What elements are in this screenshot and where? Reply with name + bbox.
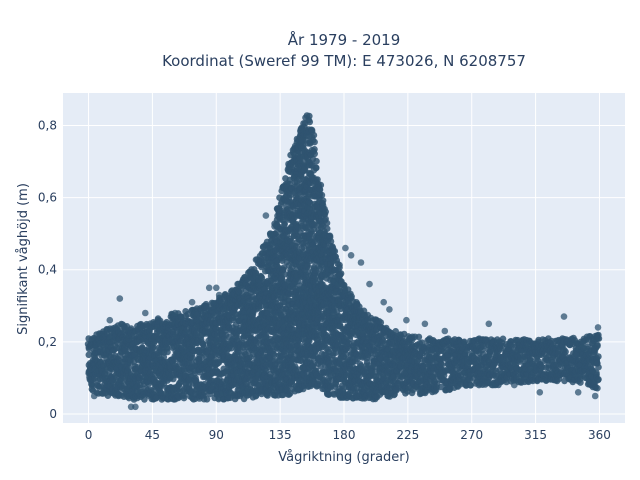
data-point [180,394,188,402]
data-point [150,344,157,351]
data-point [311,138,318,146]
data-point [281,220,288,227]
chart-title-line-2: Koordinat (Sweref 99 TM): E 473026, N 62… [162,52,526,70]
data-point [313,157,320,165]
data-point [337,270,345,277]
data-point [323,225,331,232]
data-point [318,191,326,199]
data-point [170,375,177,383]
data-point [203,396,211,403]
data-point [306,112,313,120]
data-point [270,351,278,359]
data-point [235,335,242,342]
data-point [85,351,93,359]
data-point [322,208,330,216]
data-point [311,150,319,158]
chart-title-line-1: År 1979 - 2019 [288,30,401,49]
data-point [306,118,314,126]
data-point [141,396,148,403]
data-points [84,112,603,411]
data-point [312,164,320,172]
data-point [160,353,168,361]
data-point [164,348,171,356]
data-point [326,232,334,240]
data-point [336,261,343,269]
